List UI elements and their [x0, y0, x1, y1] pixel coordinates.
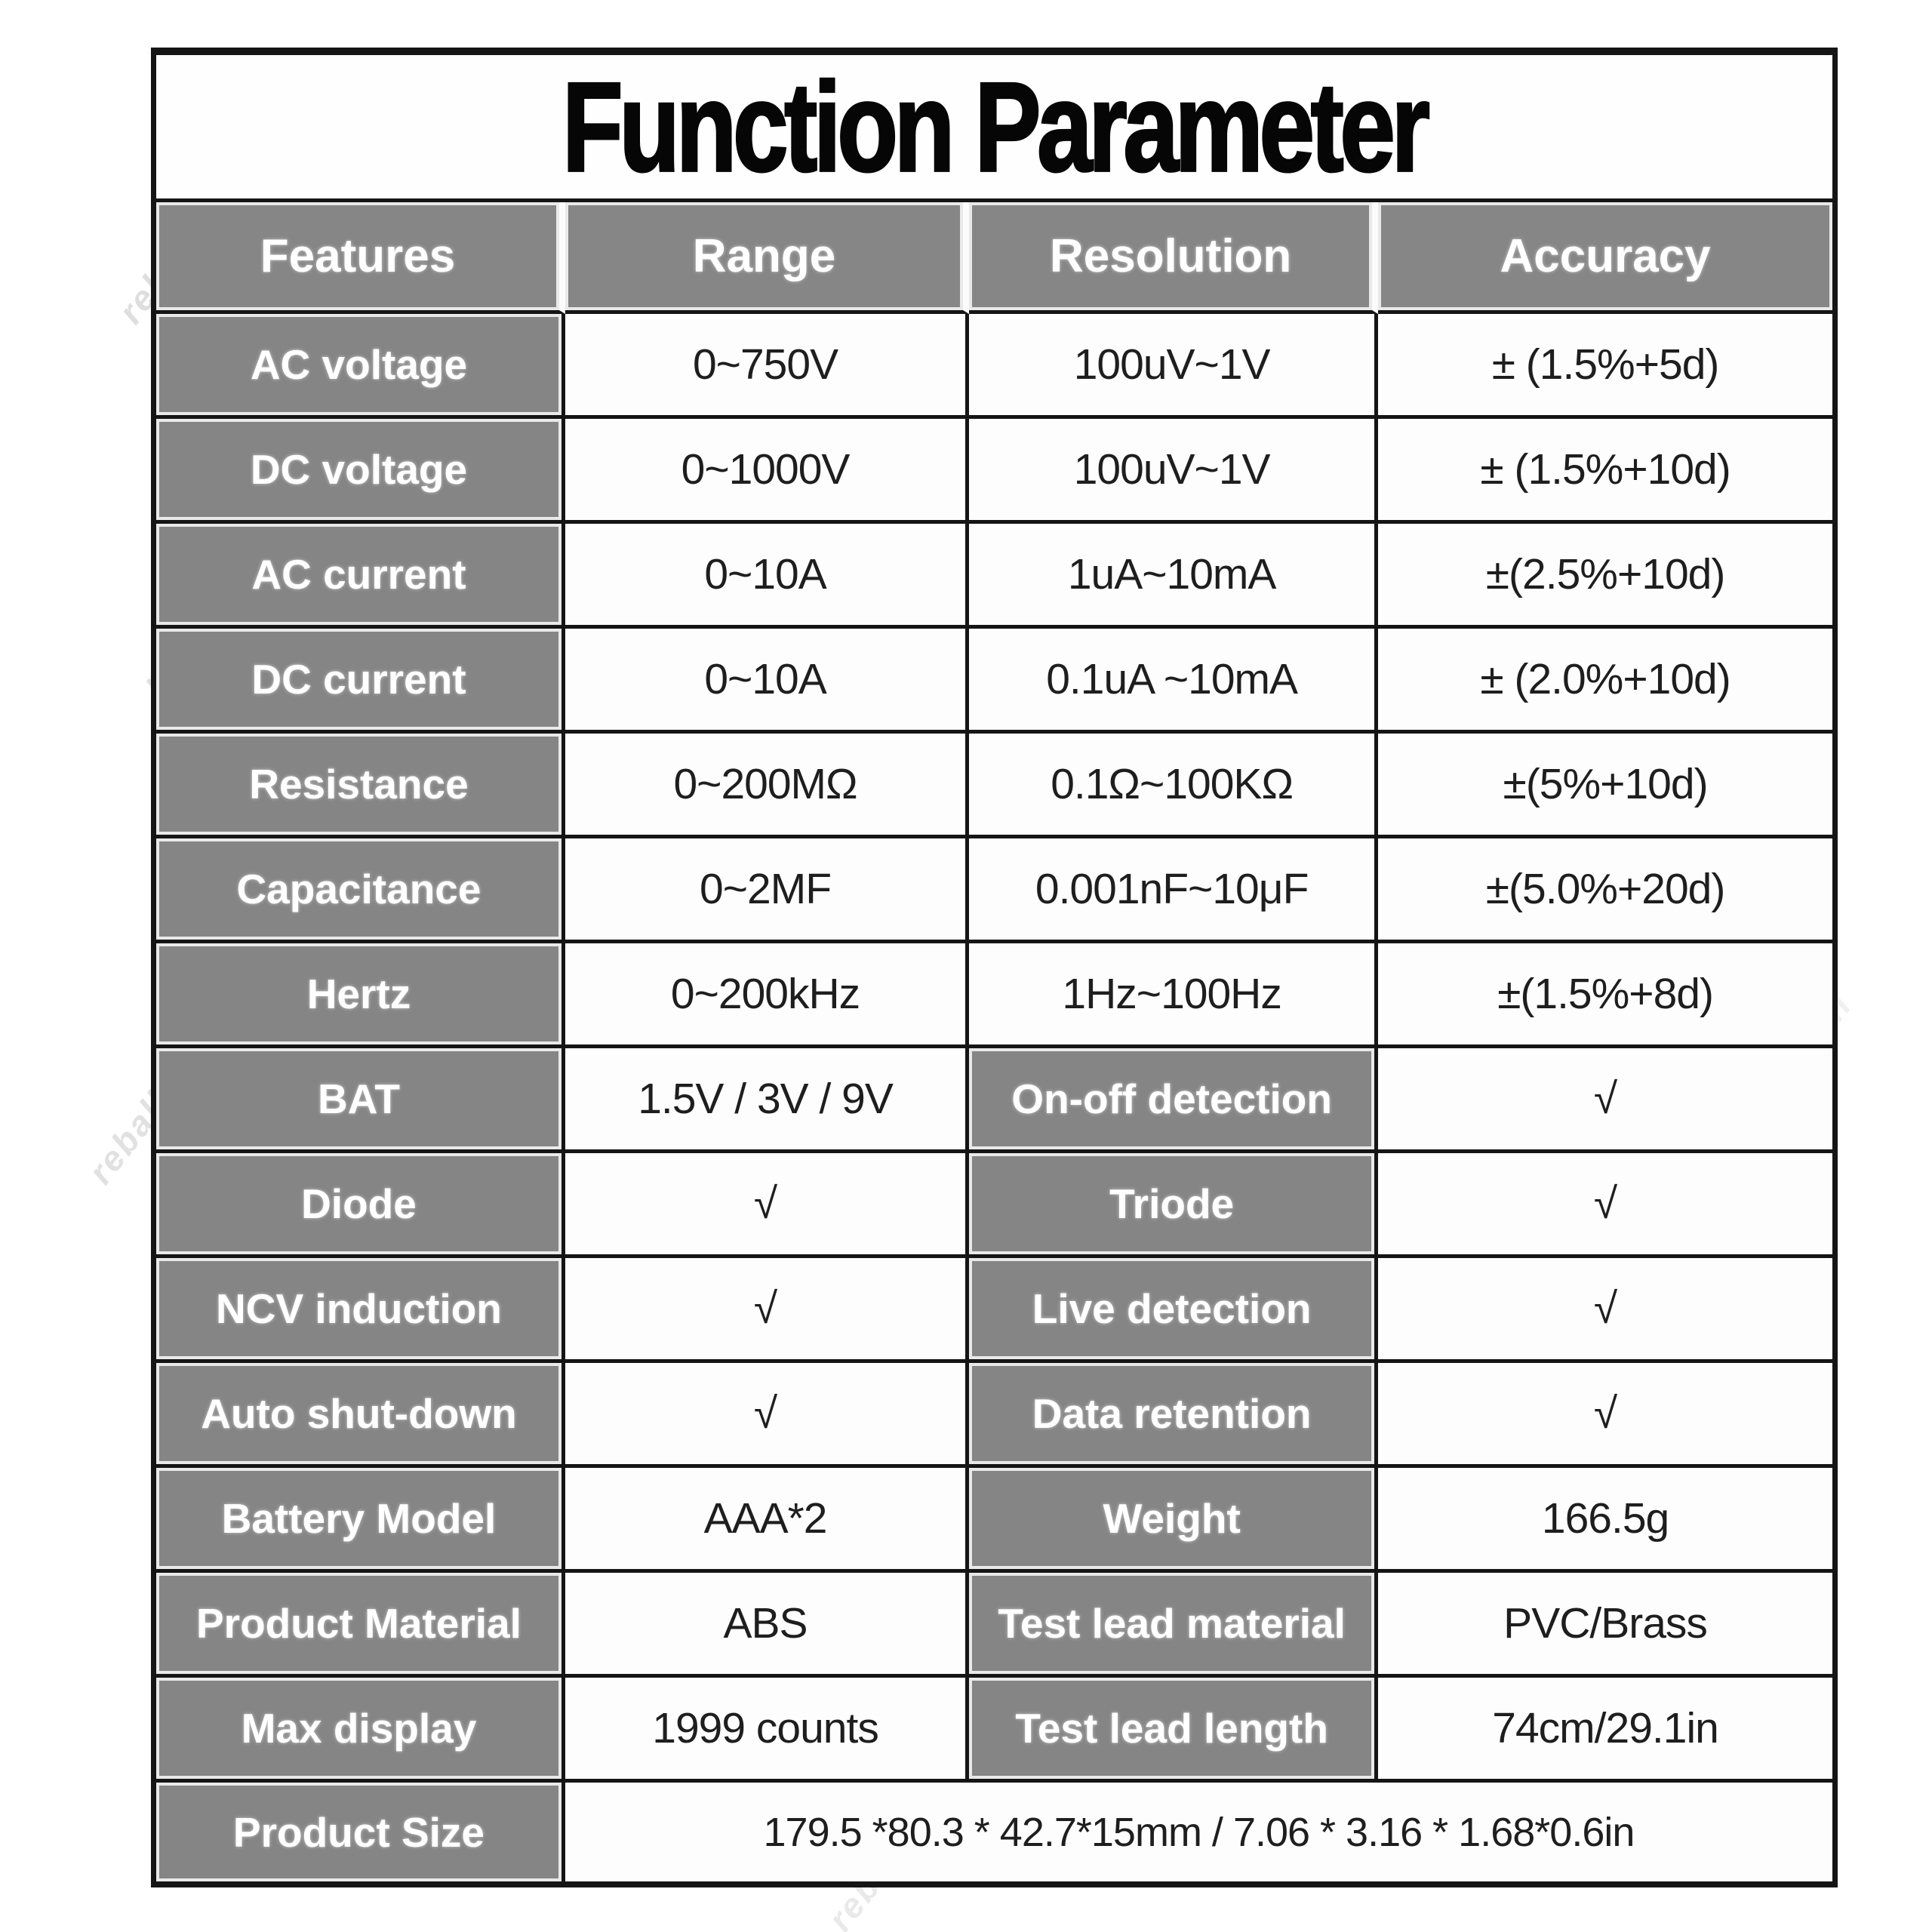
value-cell: ± (1.5%+5d) — [1378, 314, 1832, 419]
value-cell: AAA*2 — [565, 1468, 970, 1573]
title-row: Function Parameter — [156, 54, 1832, 202]
value-cell: 0~200MΩ — [565, 734, 970, 838]
value-cell: ± (2.0%+10d) — [1378, 629, 1832, 734]
table-body: AC voltage 0~750V 100uV~1V ± (1.5%+5d) DC vo… — [156, 314, 1832, 1881]
table-row: Max display 1999 counts Test lead length 74… — [156, 1678, 1832, 1783]
spec-table: Features Range Resolution Accuracy AC vo… — [156, 202, 1832, 1881]
feature-label-cell: Battery Model — [156, 1468, 565, 1573]
feature-label-cell: NCV induction — [156, 1258, 565, 1363]
feature-label-cell: Capacitance — [156, 838, 565, 943]
feature-label-cell: Test lead material — [969, 1573, 1379, 1678]
feature-label-cell: Live detection — [969, 1258, 1379, 1363]
feature-label-cell: Weight — [969, 1468, 1379, 1573]
table-row: NCV induction √ Live detection √ — [156, 1258, 1832, 1363]
value-cell: 1999 counts — [565, 1678, 970, 1783]
feature-label-cell: Auto shut-down — [156, 1363, 565, 1468]
table-row: AC voltage 0~750V 100uV~1V ± (1.5%+5d) — [156, 314, 1832, 419]
value-cell: 74cm/29.1in — [1378, 1678, 1832, 1783]
feature-label-cell: Diode — [156, 1153, 565, 1258]
table-row: Hertz 0~200kHz 1Hz~100Hz ±(1.5%+8d) — [156, 943, 1832, 1048]
table-row: Product Material ABS Test lead material PVC… — [156, 1573, 1832, 1678]
value-cell: √ — [565, 1258, 970, 1363]
column-header-accuracy: Accuracy — [1378, 202, 1832, 314]
table-row: DC voltage 0~1000V 100uV~1V ± (1.5%+10d) — [156, 419, 1832, 524]
value-cell: √ — [1378, 1363, 1832, 1468]
feature-label-cell: Resistance — [156, 734, 565, 838]
table-header-row: Features Range Resolution Accuracy — [156, 202, 1832, 314]
value-cell: ±(5.0%+20d) — [1378, 838, 1832, 943]
value-cell: 0.1uA ~10mA — [969, 629, 1379, 734]
value-cell: √ — [1378, 1258, 1832, 1363]
value-cell: 0~10A — [565, 629, 970, 734]
value-cell: 0~200kHz — [565, 943, 970, 1048]
feature-label-cell: BAT — [156, 1048, 565, 1153]
table-row: AC current 0~10A 1uA~10mA ±(2.5%+10d) — [156, 524, 1832, 629]
value-cell: √ — [1378, 1153, 1832, 1258]
value-cell: ±(2.5%+10d) — [1378, 524, 1832, 629]
value-cell: 0~2MF — [565, 838, 970, 943]
value-cell: 0~10A — [565, 524, 970, 629]
feature-label-cell: Triode — [969, 1153, 1379, 1258]
feature-label-cell: Product Material — [156, 1573, 565, 1678]
value-cell: 1.5V / 3V / 9V — [565, 1048, 970, 1153]
feature-label-cell: DC voltage — [156, 419, 565, 524]
value-cell: 100uV~1V — [969, 314, 1379, 419]
table-row: Resistance 0~200MΩ 0.1Ω~100KΩ ±(5%+10d) — [156, 734, 1832, 838]
column-header-features: Features — [156, 202, 565, 314]
value-cell: 0~750V — [565, 314, 970, 419]
value-cell: ±(1.5%+8d) — [1378, 943, 1832, 1048]
feature-label-cell: AC current — [156, 524, 565, 629]
value-cell: PVC/Brass — [1378, 1573, 1832, 1678]
value-cell: 0~1000V — [565, 419, 970, 524]
value-cell: 179.5 *80.3 * 42.7*15mm / 7.06 * 3.16 * … — [565, 1783, 1832, 1881]
table-row: BAT 1.5V / 3V / 9V On-off detection √ — [156, 1048, 1832, 1153]
feature-label-cell: Test lead length — [969, 1678, 1379, 1783]
feature-label-cell: AC voltage — [156, 314, 565, 419]
feature-label-cell: On-off detection — [969, 1048, 1379, 1153]
table-row: Diode √ Triode √ — [156, 1153, 1832, 1258]
feature-label-cell: Data retention — [969, 1363, 1379, 1468]
value-cell: 100uV~1V — [969, 419, 1379, 524]
value-cell: ±(5%+10d) — [1378, 734, 1832, 838]
value-cell: ABS — [565, 1573, 970, 1678]
table-row: Capacitance 0~2MF 0.001nF~10μF ±(5.0%+20d) — [156, 838, 1832, 943]
column-header-resolution: Resolution — [969, 202, 1379, 314]
value-cell: 1Hz~100Hz — [969, 943, 1379, 1048]
value-cell: 0.1Ω~100KΩ — [969, 734, 1379, 838]
feature-label-cell: Product Size — [156, 1783, 565, 1881]
value-cell: √ — [565, 1363, 970, 1468]
table-row: Product Size 179.5 *80.3 * 42.7*15mm / 7.… — [156, 1783, 1832, 1881]
value-cell: ± (1.5%+10d) — [1378, 419, 1832, 524]
value-cell: 166.5g — [1378, 1468, 1832, 1573]
value-cell: √ — [565, 1153, 970, 1258]
value-cell: √ — [1378, 1048, 1832, 1153]
value-cell: 1uA~10mA — [969, 524, 1379, 629]
value-cell: 0.001nF~10μF — [969, 838, 1379, 943]
feature-label-cell: Hertz — [156, 943, 565, 1048]
column-header-range: Range — [565, 202, 970, 314]
function-parameter-table: Function Parameter Features Range Resolu… — [151, 48, 1838, 1887]
table-row: Auto shut-down √ Data retention √ — [156, 1363, 1832, 1468]
page-title: Function Parameter — [561, 54, 1432, 199]
feature-label-cell: Max display — [156, 1678, 565, 1783]
feature-label-cell: DC current — [156, 629, 565, 734]
table-row: Battery Model AAA*2 Weight 166.5g — [156, 1468, 1832, 1573]
table-row: DC current 0~10A 0.1uA ~10mA ± (2.0%+10d) — [156, 629, 1832, 734]
